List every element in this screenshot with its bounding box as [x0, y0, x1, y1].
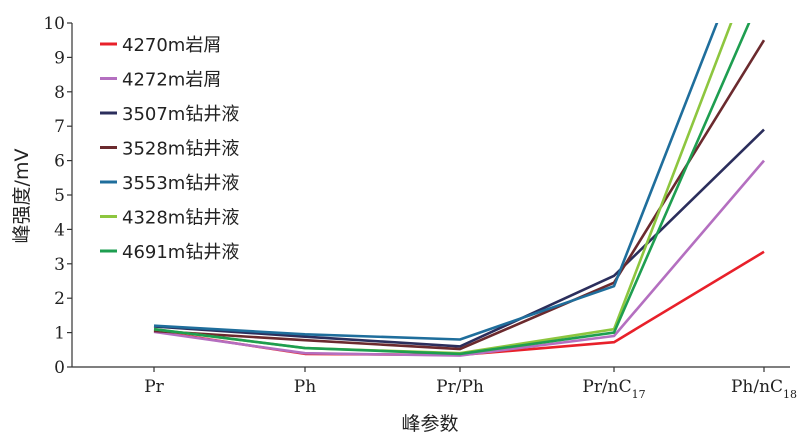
legend-label: 4270m岩屑 — [122, 35, 221, 56]
y-tick-label: 4 — [54, 220, 65, 240]
y-ticks: 0 1 2 3 4 5 6 7 8 9 10 — [43, 14, 72, 378]
y-tick-label: 2 — [54, 289, 65, 309]
x-axis-title: 峰参数 — [401, 413, 458, 435]
legend-label: 3553m钻井液 — [122, 173, 239, 194]
y-tick-label: 5 — [54, 186, 65, 206]
y-tick-label: 0 — [54, 358, 65, 378]
y-tick-label: 8 — [54, 83, 65, 103]
y-tick-label: 10 — [43, 14, 65, 34]
y-axis-title: 峰强度/mV — [11, 149, 33, 244]
series-line — [153, 128, 765, 348]
series-line — [153, 159, 765, 357]
legend: 4270m岩屑 4272m岩屑 3507m钻井液 3528m钻井液 3553m钻井液 43… — [100, 35, 239, 263]
series-line — [153, 23, 719, 341]
x-tick-label: Ph/nC18 — [731, 377, 797, 401]
series-line — [153, 39, 766, 351]
series-line — [153, 23, 733, 355]
y-tick-label: 3 — [54, 255, 65, 275]
y-tick-label: 7 — [54, 117, 65, 137]
legend-label: 4328m钻井液 — [122, 208, 239, 229]
series-line — [153, 23, 751, 356]
legend-label: 3507m钻井液 — [122, 104, 239, 125]
x-ticks: Pr Ph Pr/Ph Pr/nC17 Ph/nC18 — [144, 367, 797, 401]
y-tick-label: 1 — [54, 324, 65, 344]
legend-label: 4691m钻井液 — [122, 242, 239, 263]
series-lines — [153, 23, 766, 357]
x-tick-label: Pr/nC17 — [582, 377, 645, 401]
legend-label: 3528m钻井液 — [122, 139, 239, 160]
x-tick-label: Pr — [144, 377, 164, 397]
x-tick-label: Pr/Ph — [436, 377, 484, 397]
y-tick-label: 9 — [54, 48, 65, 68]
legend-label: 4272m岩屑 — [122, 70, 221, 91]
y-tick-label: 6 — [54, 152, 65, 172]
x-tick-label: Ph — [294, 377, 316, 397]
